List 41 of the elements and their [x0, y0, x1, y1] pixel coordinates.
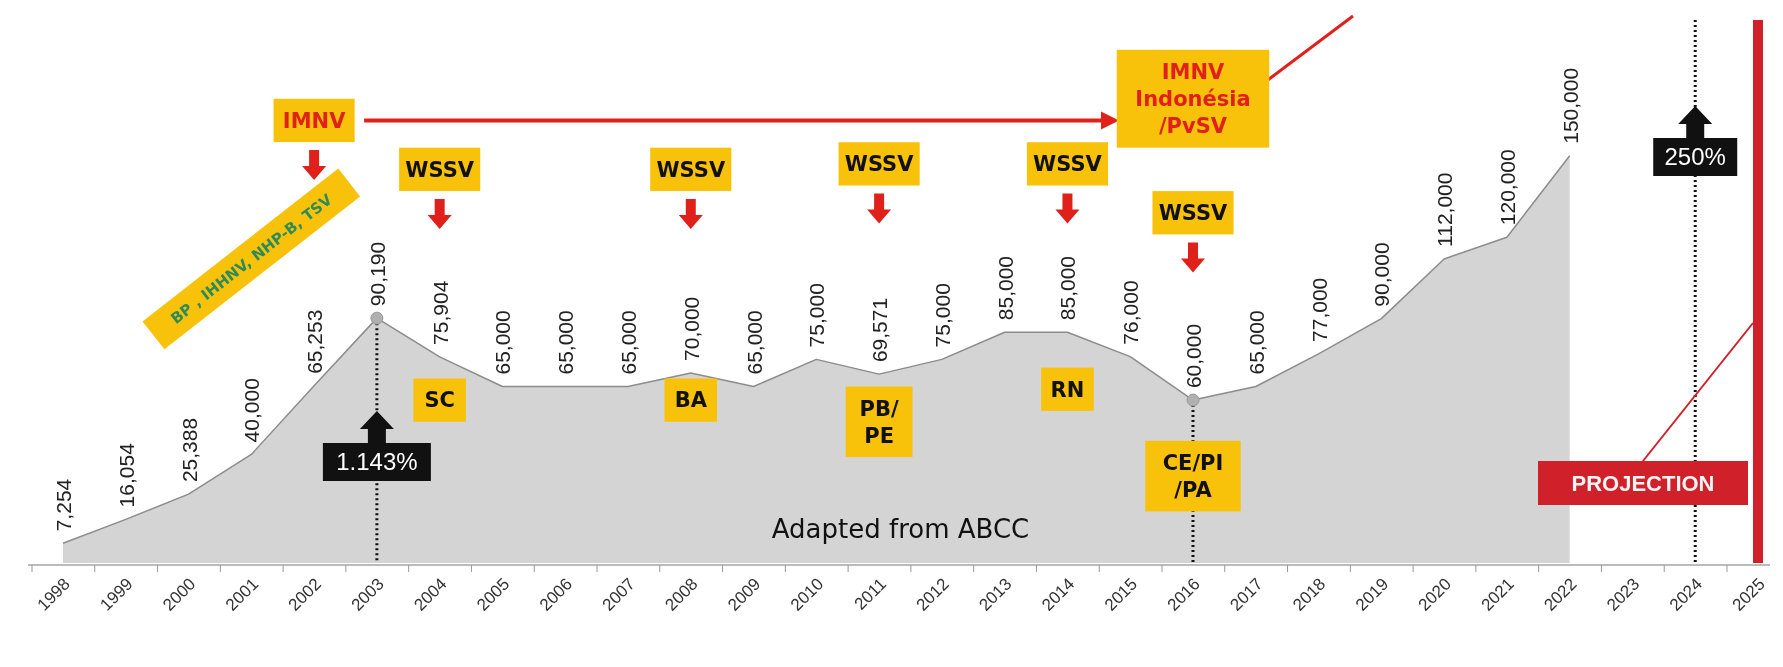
data-label: 25,388 [177, 417, 201, 483]
data-label: 112,000 [1433, 172, 1457, 247]
annotation: Adapted from ABCC [771, 514, 1030, 544]
data-label: 70,000 [679, 296, 703, 361]
annotation: WSSV [1033, 152, 1103, 177]
ref-line-label: 250% [1664, 143, 1726, 170]
data-label: 65,000 [554, 310, 578, 375]
data-label: 76,000 [1119, 280, 1143, 345]
annotation: WSSV [844, 152, 915, 177]
data-label: 85,000 [1056, 255, 1080, 321]
data-label: 65,000 [1244, 310, 1268, 375]
annotation: CE/PI /PA [1162, 450, 1224, 503]
ref-line-label: PROJECTION [1571, 471, 1715, 496]
data-label: 90,000 [1370, 242, 1394, 307]
annotation: PB/ PE [859, 396, 899, 448]
data-label: 90,190 [365, 241, 389, 307]
text: IMNV [282, 108, 347, 133]
data-label: 69,571 [868, 297, 892, 363]
annotation: BA [674, 388, 708, 413]
annotation: WSSV [1158, 201, 1229, 226]
annotation: WSSV [656, 157, 726, 182]
data-label: 40,000 [240, 378, 264, 443]
data-label: 65,000 [491, 310, 515, 375]
data-label: 75,000 [805, 283, 829, 348]
annotation: RN [1050, 377, 1085, 402]
data-label: 65,000 [742, 310, 766, 375]
data-label: 16,054 [114, 442, 138, 508]
data-label: 65,000 [617, 310, 640, 375]
data-label: 85,000 [993, 255, 1017, 321]
annotation: SC [424, 388, 455, 413]
ref-line-label: 1.143% [336, 448, 418, 475]
data-label: 77,000 [1307, 277, 1331, 342]
data-label: 120,000 [1495, 149, 1519, 226]
annotation: WSSV [405, 157, 475, 182]
data-label: 75,000 [930, 283, 954, 348]
data-label: 7,254 [52, 478, 75, 532]
data-label: 60,000 [1182, 323, 1205, 389]
data-label: 65,253 [303, 309, 327, 374]
data-label: 75,904 [428, 280, 452, 345]
data-label: 150,000 [1558, 67, 1582, 144]
text: IMNV Indonésia /PvSV [1135, 59, 1251, 139]
